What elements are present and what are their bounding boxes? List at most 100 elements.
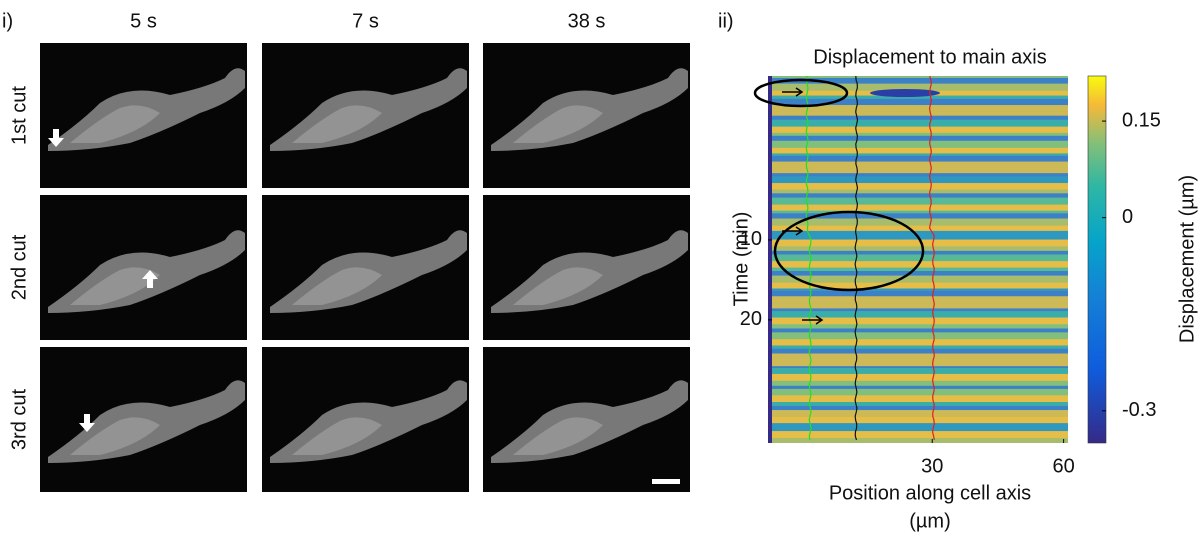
heatmap-stripe [768, 105, 1068, 112]
heatmap-stripe [768, 204, 1068, 211]
heatmap-stripe [768, 425, 1068, 432]
heatmap-stripe [768, 438, 1068, 443]
heatmap-stripe [768, 176, 1068, 184]
x-tick-label: 60 [1052, 455, 1074, 477]
heatmap-stripe [768, 189, 1068, 194]
heatmap-stripe [768, 366, 1068, 369]
heatmap-stripe [768, 360, 1068, 367]
heatmap-stripe [768, 275, 1068, 283]
pointer-arrow [782, 226, 804, 236]
colorbar-tick-label: 0.15 [1122, 109, 1161, 131]
heatmap-stripe [768, 423, 1068, 426]
image-grid: 5 s 7 s 38 s 1st cut 2nd cut 3rd cut [8, 10, 690, 492]
pointer-arrow [782, 87, 804, 97]
heatmap-stripe [768, 98, 1068, 106]
heatmap-stripe [768, 282, 1068, 289]
heatmap-stripe [768, 431, 1068, 439]
heatmap-stripe [768, 332, 1068, 340]
y-tick-label: 20 [740, 308, 762, 330]
heatmap-stripe [768, 296, 1068, 304]
colorbar-label: Displacement (µm) [1176, 175, 1198, 343]
heatmap-stripe [768, 402, 1068, 406]
column-label: 5 s [130, 10, 157, 32]
heatmap-stripe [768, 78, 1068, 84]
heatmap-stripe [768, 161, 1068, 169]
arrow [48, 129, 64, 147]
chart-title: Displacement to main axis [813, 46, 1046, 68]
heatmap-stripe [768, 290, 1068, 297]
heatmap-stripe [768, 95, 1068, 99]
heatmap-stripe [768, 311, 1068, 318]
heatmap-stripe [768, 83, 1068, 91]
heatmap-stripe [768, 380, 1068, 386]
heatmap-stripe [768, 210, 1068, 214]
heatmap-stripe [768, 353, 1068, 361]
heatmap-stripe [768, 147, 1068, 154]
highlight-ellipse [773, 210, 925, 292]
left-edge [768, 76, 772, 443]
heatmap-stripe [768, 250, 1068, 255]
heatmap-stripe [768, 348, 1068, 354]
heatmap-stripe [768, 132, 1068, 136]
heatmap-stripe [768, 405, 1068, 411]
heatmap-stripe [768, 111, 1068, 116]
heatmap-stripe [768, 385, 1068, 389]
heatmap-stripe [768, 388, 1068, 396]
heatmap-spot [870, 89, 940, 97]
heatmap-stripe [768, 288, 1068, 291]
y-axis-label: Time (min) [730, 212, 752, 307]
heatmap-stripe [768, 140, 1068, 148]
arrow [142, 270, 158, 288]
heatmap-stripe [768, 225, 1068, 231]
scale-bar [652, 479, 680, 484]
heatmap-stripe [768, 183, 1068, 190]
heatmap-stripe [768, 239, 1068, 247]
heatmap-stripe [768, 324, 1068, 329]
heatmap-stripe [768, 317, 1068, 325]
y-tick-label: 10 [740, 228, 762, 250]
heatmap: 30 60 10 20 0.15 0 -0.3 [740, 75, 1161, 477]
heatmap-stripe [768, 368, 1068, 374]
heatmap-stripe [768, 168, 1068, 174]
heatmap-stripe [768, 197, 1068, 205]
heatmap-stripe [768, 339, 1068, 346]
arrow [79, 414, 95, 432]
heatmap-stripe [768, 115, 1068, 120]
colorbar [1087, 75, 1107, 444]
heatmap-stripe [768, 254, 1068, 262]
trace [805, 75, 812, 441]
x-axis-label: (µm) [909, 510, 951, 532]
trace [854, 75, 859, 441]
heatmap-stripe [768, 373, 1068, 381]
heatmap-stripe [768, 416, 1068, 424]
heatmap-stripe [768, 173, 1068, 177]
heatmap-stripe [768, 213, 1068, 219]
colorbar-tick-label: -0.3 [1122, 399, 1156, 421]
panel-label: i) [2, 10, 13, 32]
heatmap-stripe [768, 271, 1068, 276]
row-label: 1st cut [8, 86, 30, 145]
pointer-arrow [802, 315, 824, 325]
heatmap-stripe [768, 308, 1068, 312]
heatmap-stripe [768, 126, 1068, 133]
row-label: 3rd cut [8, 388, 30, 450]
heatmap-stripe [768, 246, 1068, 251]
heatmap-stripe [768, 395, 1068, 403]
column-label: 7 s [352, 10, 379, 32]
heatmap-stripe [768, 218, 1068, 226]
heatmap-stripe [768, 303, 1068, 309]
colorbar-tick-label: 0 [1122, 206, 1133, 228]
x-tick-label: 30 [921, 455, 943, 477]
heatmap-stripe [768, 155, 1068, 162]
row-label: 2nd cut [8, 234, 30, 300]
heatmap-stripe [768, 193, 1068, 198]
heatmap-stripe [768, 119, 1068, 127]
heatmap-stripe [768, 76, 1068, 78]
highlight-ellipse [753, 78, 849, 108]
heatmap-stripe [768, 153, 1068, 156]
x-axis-label: Position along cell axis [829, 482, 1031, 504]
heatmap-stripe [768, 410, 1068, 417]
panel-label: ii) [718, 10, 734, 32]
trace [928, 75, 935, 441]
